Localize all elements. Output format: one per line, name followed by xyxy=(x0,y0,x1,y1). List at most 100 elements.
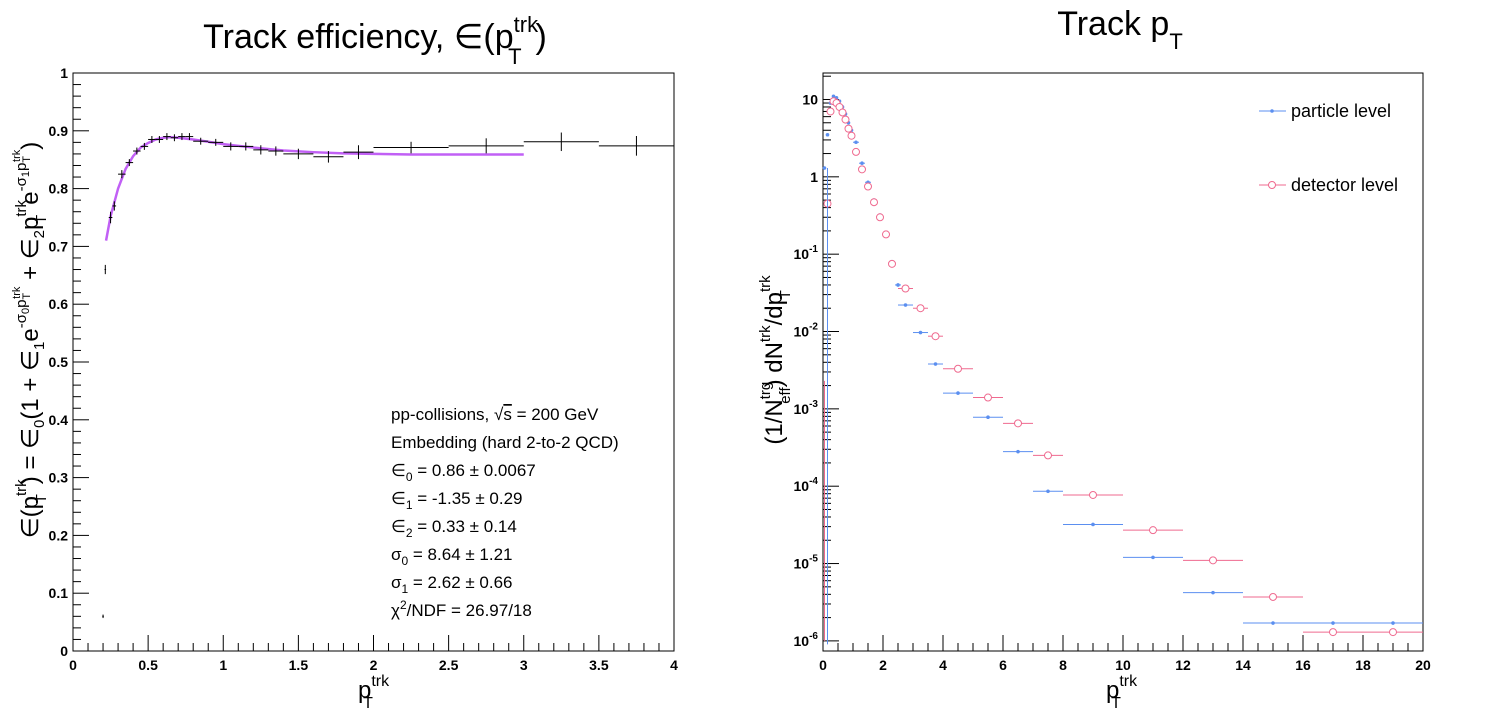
efficiency-fit-curve xyxy=(104,135,524,241)
efficiency-point xyxy=(283,148,314,160)
annotation-line: Embedding (hard 2-to-2 QCD) xyxy=(391,433,619,452)
x-tick-label: 1.5 xyxy=(289,657,309,673)
efficiency-point xyxy=(253,145,269,155)
spectrum-point xyxy=(888,259,896,268)
annotation-line: χ2/NDF = 26.97/18 xyxy=(391,598,532,620)
open-circle-marker xyxy=(888,259,896,268)
legend-entry: detector level xyxy=(1259,175,1398,195)
dot-marker xyxy=(825,132,830,137)
dot-marker xyxy=(896,283,900,287)
dot-marker xyxy=(986,415,990,420)
y-tick-label: 10-4 xyxy=(794,476,819,494)
y-tick-label: 0.6 xyxy=(49,296,69,312)
spectrum-point xyxy=(1003,419,1033,428)
open-circle-marker xyxy=(882,230,890,239)
x-tick-label: 16 xyxy=(1295,657,1311,673)
dot-marker xyxy=(822,166,827,170)
spectrum-point xyxy=(1123,555,1183,560)
spectrum-point xyxy=(943,364,973,373)
spectrum-point xyxy=(1363,621,1423,625)
spectrum-point xyxy=(1363,628,1423,637)
open-circle-marker xyxy=(984,393,992,402)
spectrum-point xyxy=(943,391,973,395)
y-tick-label: 10 xyxy=(802,91,818,107)
dot-marker xyxy=(1046,489,1050,494)
open-circle-marker xyxy=(1329,628,1337,637)
annotation-line: σ1 = 2.62 ± 0.66 xyxy=(391,573,513,596)
spectrum-point xyxy=(826,107,835,116)
fit-annotation: pp-collisions, √s = 200 GeV Embedding (ha… xyxy=(391,405,619,620)
efficiency-point xyxy=(598,136,674,156)
x-tick-label: 2 xyxy=(879,657,887,673)
open-circle-marker xyxy=(1149,526,1157,535)
efficiency-points xyxy=(102,132,674,619)
open-circle-marker xyxy=(852,147,860,156)
spectrum-point xyxy=(1243,592,1303,601)
efficiency-point xyxy=(208,138,224,146)
efficiency-point xyxy=(155,136,164,143)
spectrum-point xyxy=(895,283,901,287)
dot-marker xyxy=(1091,522,1095,527)
annotation-line: ∈0 = 0.86 ± 0.0067 xyxy=(391,461,536,484)
open-circle-marker xyxy=(841,115,850,124)
efficiency-point xyxy=(102,614,104,619)
dot-marker xyxy=(860,161,864,166)
spectrum-point xyxy=(853,140,859,145)
y-tick-label: 0.9 xyxy=(49,123,69,139)
y-tick-label: 0.2 xyxy=(49,527,69,543)
spectrum-point xyxy=(1033,451,1063,460)
spectrum-point xyxy=(1243,621,1303,625)
x-tick-label: 4 xyxy=(939,657,947,673)
efficiency-point xyxy=(238,142,254,151)
spectrum-point xyxy=(858,165,866,174)
spectrum-point xyxy=(822,166,827,170)
efficiency-point xyxy=(140,142,149,150)
y-tick-label: 10-1 xyxy=(794,244,819,262)
dot-marker xyxy=(1211,590,1215,595)
spectrum-point xyxy=(898,284,913,293)
pt-x-axis: 0 2 4 6 8 10 12 14 16 18 20 xyxy=(819,635,1431,673)
y-tick-label: 10-2 xyxy=(794,322,819,340)
spectrum-point xyxy=(841,115,850,124)
spectrum-point xyxy=(1033,489,1063,494)
spectrum-point xyxy=(831,94,836,99)
efficiency-point xyxy=(343,145,374,160)
open-circle-marker xyxy=(826,107,835,116)
efficiency-point xyxy=(373,141,449,154)
efficiency-point xyxy=(148,136,156,143)
efficiency-plot-frame xyxy=(72,72,675,652)
efficiency-point xyxy=(193,137,209,145)
efficiency-y-label: ∈(ptrkT) = ∈0(1 + ∈1e-σ0pTtrk + ∈2ptrkTe… xyxy=(11,142,50,539)
open-circle-marker xyxy=(1269,592,1277,601)
y-tick-label: 10-6 xyxy=(794,631,819,649)
open-circle-marker xyxy=(1089,490,1097,499)
x-tick-label: 12 xyxy=(1175,657,1191,673)
efficiency-point xyxy=(112,201,117,211)
annotation-line: σ0 = 8.64 ± 1.21 xyxy=(391,545,513,568)
y-tick-label: 0.5 xyxy=(49,354,69,370)
pt-y-label: (1/Ntrg eff) dNtrk/dptrkT xyxy=(757,275,794,445)
spectrum-point xyxy=(1063,490,1123,499)
series-detector-level xyxy=(823,97,1423,637)
spectrum-point xyxy=(913,330,928,335)
spectrum-point xyxy=(870,198,878,207)
y-tick-label: 0.7 xyxy=(49,238,69,254)
efficiency-point xyxy=(313,151,344,163)
efficiency-y-axis: 0 0.1 0.2 0.3 0.4 0.5 0.6 0.7 0.8 0.9 1 xyxy=(49,65,89,659)
dot-marker xyxy=(903,303,908,307)
open-circle-marker xyxy=(901,284,910,293)
legend-label: particle level xyxy=(1291,101,1391,121)
efficiency-title: Track efficiency, ∈(ptrk T) xyxy=(203,12,547,69)
dot-marker xyxy=(918,330,923,335)
spectrum-point xyxy=(973,393,1003,402)
x-tick-label: 3.5 xyxy=(589,657,609,673)
y-tick-label: 0.8 xyxy=(49,181,69,197)
pt-legend: particle level detector level xyxy=(1259,101,1398,195)
spectrum-point xyxy=(825,132,830,137)
legend-label: detector level xyxy=(1291,175,1398,195)
spectrum-point xyxy=(859,161,865,166)
open-circle-marker xyxy=(847,131,856,140)
pt-plot-frame xyxy=(822,72,1424,652)
spectrum-point xyxy=(882,230,890,239)
